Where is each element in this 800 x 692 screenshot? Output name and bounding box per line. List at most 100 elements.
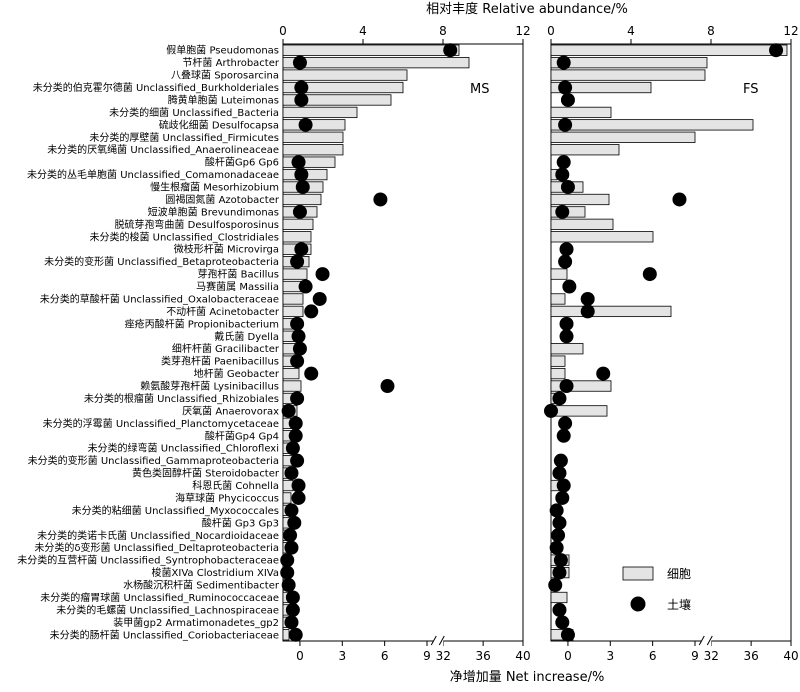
dot-fs-lysinibacillus	[559, 379, 574, 394]
category-label: 海草球菌 Phycicoccus	[175, 491, 279, 504]
dot-fs-desulfocapsa	[558, 117, 573, 132]
axis-break-gap-ms	[433, 637, 444, 646]
dot-ms-dyella	[291, 329, 306, 344]
axis-break-mark-ms	[438, 635, 445, 646]
bottom-tick-label-fs-0: 0	[564, 649, 572, 663]
dot-fs-gp2-armatimonadetes-gp2	[555, 615, 570, 630]
panel-fs: 0 4 8 120 3 6 9 32 36 40	[544, 24, 799, 663]
panel-fs-frame	[550, 43, 792, 642]
category-label: 硫歧化细菌 Desulfocapsa	[159, 118, 279, 131]
top-tick-label-fs-12: 12	[783, 24, 798, 38]
dot-fs-massilia	[562, 279, 577, 294]
category-label: 酸杆菌Gp4 Gp4	[205, 429, 279, 442]
category-label: 慢生根瘤菌 Mesorhizobium	[150, 181, 279, 194]
category-label: 未分类的伯克霍尔德菌 Unclassified_Burkholderiales	[33, 81, 279, 94]
dot-fs-gp6-gp6	[556, 155, 571, 170]
category-label: 未分类的丛毛单胞菌 Unclassified_Comamonadaceae	[27, 168, 279, 181]
bar-fs-acinetobacter	[550, 305, 672, 318]
dot-fs-geobacter	[596, 366, 611, 381]
dot-ms-unclassified-betaproteobacteria	[290, 254, 305, 269]
bar-ms-unclassified-bacteria	[282, 106, 358, 119]
dot-fs-unclassified-comamonadaceae	[555, 167, 570, 182]
bar-fs-azotobacter	[550, 193, 610, 206]
category-label: 梭菌XIVa Clostridium XIVa	[152, 566, 279, 579]
panel-ms-tag: MS	[470, 82, 489, 97]
top-tick-label-fs-4: 4	[627, 24, 635, 38]
bar-fs-anaerovorax	[550, 405, 608, 417]
dot-fs-cohnella	[556, 478, 571, 493]
bar-fs-lysinibacillus	[550, 380, 612, 392]
category-label: 微枝形杆菌 Microvirga	[174, 243, 279, 256]
dot-ms-luteimonas	[294, 92, 309, 107]
category-label: 厌氧菌 Anaerovorax	[182, 404, 279, 417]
category-label: 戴氏菌 Dyella	[214, 330, 279, 343]
dot-ms-cohnella	[291, 478, 306, 493]
bar-fs-unclassified-oxalobacteraceae	[550, 293, 566, 305]
legend-cell-swatch	[622, 566, 654, 581]
dot-fs-unclassified-myxococcales	[549, 503, 564, 518]
dot-ms-unclassified-lachnospiraceae	[285, 602, 300, 617]
top-tick-label-fs-8: 8	[707, 24, 715, 38]
axis-break-mark-fs	[698, 635, 705, 646]
dot-fs-acinetobacter	[580, 304, 595, 319]
bar-fs-unclassified-clostridiales	[550, 231, 654, 243]
axis-break-mark-ms	[430, 635, 437, 646]
bar-fs-desulfosporosinus	[550, 218, 614, 230]
category-label: 脱硫芽孢弯曲菌 Desulfosporosinus	[114, 218, 279, 231]
category-label: 未分类的粘细菌 Unclassified_Myxococcales	[72, 504, 279, 517]
dot-fs-unclassified-burkholderiales	[558, 80, 573, 95]
bar-fs-desulfocapsa	[550, 119, 754, 131]
dot-ms-unclassified-comamonadaceae	[294, 167, 309, 182]
top-tick-label-ms-12: 12	[515, 24, 530, 38]
bottom-tick-label-ms-3: 3	[338, 649, 346, 663]
axis-break-gap-fs	[701, 637, 712, 646]
dot-ms-acinetobacter	[304, 304, 319, 319]
bottom-axis-title: 净增加量 Net increase/%	[450, 670, 605, 685]
dot-ms-unclassified-myxococcales	[284, 503, 299, 518]
bottom-tick-label-ms-6: 6	[381, 649, 389, 663]
legend-cell-label: 细胞	[667, 567, 691, 581]
bottom-tick-label-ms-0: 0	[296, 649, 304, 663]
dot-ms-geobacter	[304, 366, 319, 381]
category-label: 芽孢杆菌 Bacillus	[197, 268, 279, 281]
dot-ms-unclassified-chloroflexi	[285, 441, 300, 456]
bar-ms-lysinibacillus	[282, 380, 302, 392]
bottom-tick-label-fs-40: 40	[783, 649, 798, 663]
bottom-tick-label-fs-3: 3	[606, 649, 614, 663]
dot-ms-unclassified-deltaproteobacteria	[284, 540, 299, 555]
dot-fs-unclassified-betaproteobacteria	[558, 254, 573, 269]
dot-ms-pseudomonas	[443, 43, 458, 58]
dot-ms-azotobacter	[373, 192, 388, 207]
category-label: 未分类的细菌 Unclassified_Bacteria	[109, 106, 279, 119]
bar-fs-unclassified-bacteria	[550, 106, 612, 119]
category-label: 科恩氏菌 Cohnella	[192, 479, 279, 492]
category-label: 黄色类固醇杆菌 Steroidobacter	[132, 467, 280, 480]
dot-ms-massilia	[298, 279, 313, 294]
bar-fs-geobacter	[550, 367, 566, 380]
bar-ms-gp6-gp6	[282, 156, 336, 168]
dot-ms-unclassified-gammaproteobacteria	[290, 453, 305, 468]
dot-fs-gp4-gp4	[556, 428, 571, 443]
dot-fs-anaerovorax	[544, 403, 558, 418]
category-label: 水杨酸沉积杆菌 Sedimentibacter	[123, 579, 280, 592]
bar-fs-unclassified-anaerolineaceae	[550, 144, 620, 156]
dot-fs-dyella	[559, 329, 574, 344]
dot-fs-sedimentibacter	[548, 578, 563, 593]
category-label: 细杆杆菌 Gracilibacter	[172, 342, 280, 355]
bar-ms-geobacter	[282, 367, 300, 380]
dot-fs-unclassified-oxalobacteraceae	[580, 291, 595, 306]
bar-fs-unclassified-ruminococcaceae	[550, 591, 568, 604]
dot-ms-brevundimonas	[292, 204, 307, 219]
bottom-tick-label-fs-6: 6	[649, 649, 657, 663]
dot-ms-gp3-gp3	[287, 515, 302, 530]
category-label: 酸杆菌Gp6 Gp6	[205, 156, 279, 169]
top-tick-label-ms-0: 0	[279, 24, 287, 38]
legend-soil-dot	[630, 596, 646, 612]
top-axis-title: 相对丰度 Relative abundance/%	[426, 1, 628, 17]
bar-ms-bacillus	[282, 268, 308, 280]
bar-ms-unclassified-clostridiales	[282, 231, 312, 243]
bar-ms-acinetobacter	[282, 305, 304, 318]
dot-fs-luteimonas	[560, 92, 575, 107]
